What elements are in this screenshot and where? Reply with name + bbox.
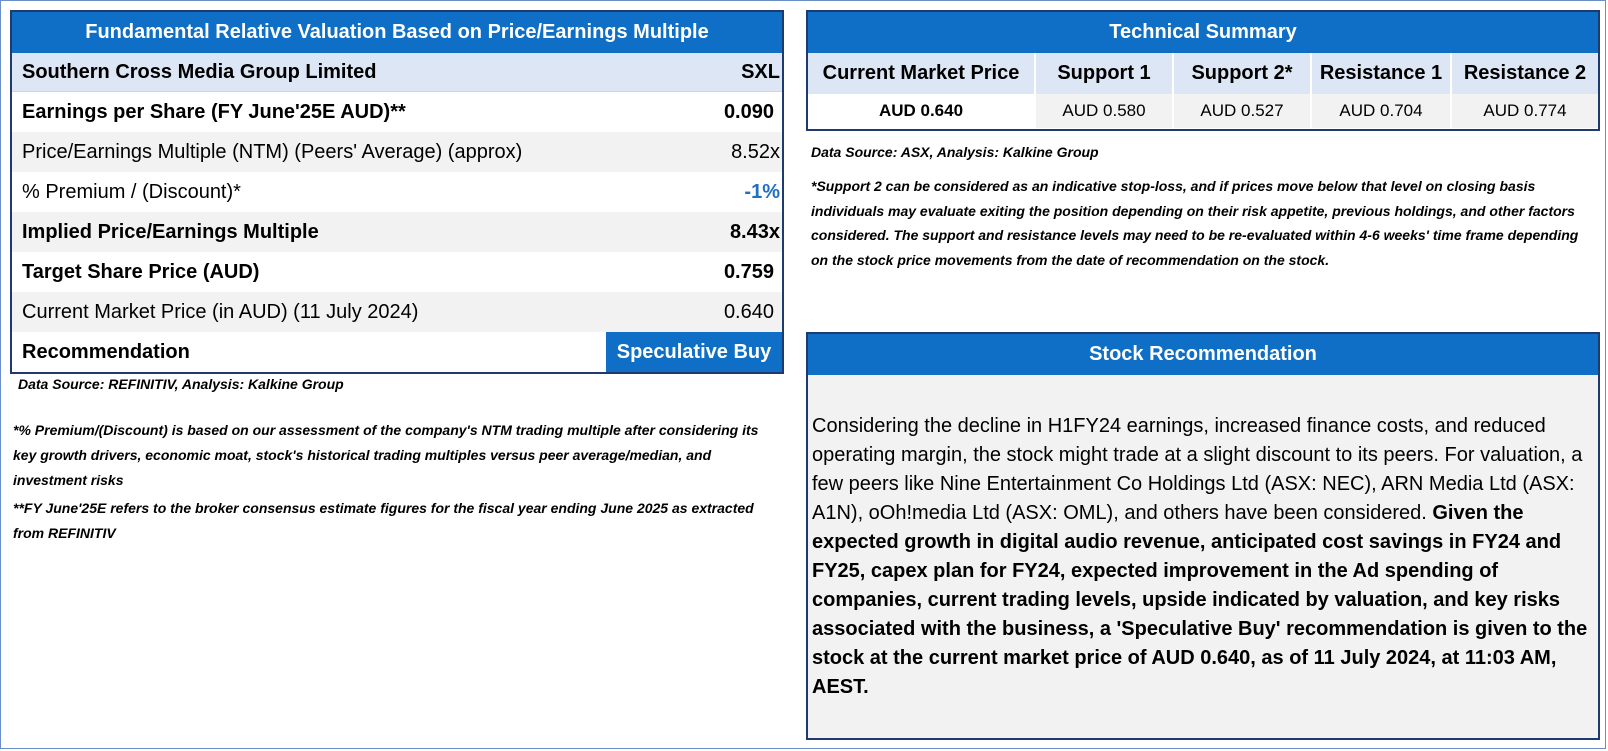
table-cell: AUD 0.640 <box>808 94 1034 128</box>
row-label: Earnings per Share (FY June'25E AUD)** <box>22 101 406 123</box>
fy-footnote: **FY June'25E refers to the broker conse… <box>13 500 754 541</box>
row-value: 0.640 <box>723 301 774 323</box>
recommendation-row: Recommendation Speculative Buy <box>12 332 782 372</box>
valuation-table: Fundamental Relative Valuation Based on … <box>10 10 784 374</box>
technical-summary-table: Technical Summary Current Market Price S… <box>806 10 1600 131</box>
row-value: 8.52x <box>731 141 780 163</box>
recommendation-text-normal: Considering the decline in H1FY24 earnin… <box>812 415 1583 524</box>
table-row: Price/Earnings Multiple (NTM) (Peers' Av… <box>12 132 782 172</box>
valuation-source: Data Source: REFINITIV, Analysis: Kalkin… <box>18 376 344 392</box>
row-label: % Premium / (Discount)* <box>22 181 241 203</box>
table-cell: AUD 0.704 <box>1310 94 1450 128</box>
premium-footnote: *% Premium/(Discount) is based on our as… <box>13 422 759 488</box>
recommendation-label: Recommendation <box>22 341 190 363</box>
table-cell: AUD 0.774 <box>1450 94 1598 128</box>
row-value: 0.759 <box>723 261 774 283</box>
table-row: Earnings per Share (FY June'25E AUD)** 0… <box>12 92 782 132</box>
recommendation-text-bold: Given the expected growth in digital aud… <box>812 502 1588 698</box>
support-footnote: *Support 2 can be considered as an indic… <box>811 178 1579 268</box>
column-header: Support 2* <box>1172 53 1310 94</box>
row-value: 0.090 <box>723 101 774 123</box>
technical-value-row: AUD 0.640 AUD 0.580 AUD 0.527 AUD 0.704 … <box>808 94 1598 128</box>
recommendation-text: Considering the decline in H1FY24 earnin… <box>808 375 1598 738</box>
row-value: 8.43x <box>729 221 780 243</box>
ticker: SXL <box>741 61 780 83</box>
column-header: Resistance 1 <box>1310 53 1450 94</box>
company-name: Southern Cross Media Group Limited <box>22 61 377 83</box>
technical-source: Data Source: ASX, Analysis: Kalkine Grou… <box>811 144 1099 160</box>
table-row: Implied Price/Earnings Multiple 8.43x <box>12 212 782 252</box>
column-header: Current Market Price <box>808 53 1034 94</box>
stock-recommendation-box: Stock Recommendation Considering the dec… <box>806 332 1600 740</box>
table-cell: AUD 0.580 <box>1034 94 1172 128</box>
recommendation-title: Stock Recommendation <box>808 334 1598 375</box>
technical-header-row: Current Market Price Support 1 Support 2… <box>808 53 1598 94</box>
column-header: Support 1 <box>1034 53 1172 94</box>
row-value: -1% <box>744 181 780 203</box>
row-label: Current Market Price (in AUD) (11 July 2… <box>22 301 419 323</box>
row-label: Price/Earnings Multiple (NTM) (Peers' Av… <box>22 141 523 163</box>
table-cell: AUD 0.527 <box>1172 94 1310 128</box>
valuation-title: Fundamental Relative Valuation Based on … <box>12 12 782 53</box>
table-row: % Premium / (Discount)* -1% <box>12 172 782 212</box>
table-row: Current Market Price (in AUD) (11 July 2… <box>12 292 782 332</box>
company-header-row: Southern Cross Media Group Limited SXL <box>12 53 782 92</box>
technical-title: Technical Summary <box>808 12 1598 53</box>
row-label: Implied Price/Earnings Multiple <box>22 221 319 243</box>
column-header: Resistance 2 <box>1450 53 1598 94</box>
recommendation-badge: Speculative Buy <box>606 332 782 372</box>
table-row: Target Share Price (AUD) 0.759 <box>12 252 782 292</box>
row-label: Target Share Price (AUD) <box>22 261 260 283</box>
